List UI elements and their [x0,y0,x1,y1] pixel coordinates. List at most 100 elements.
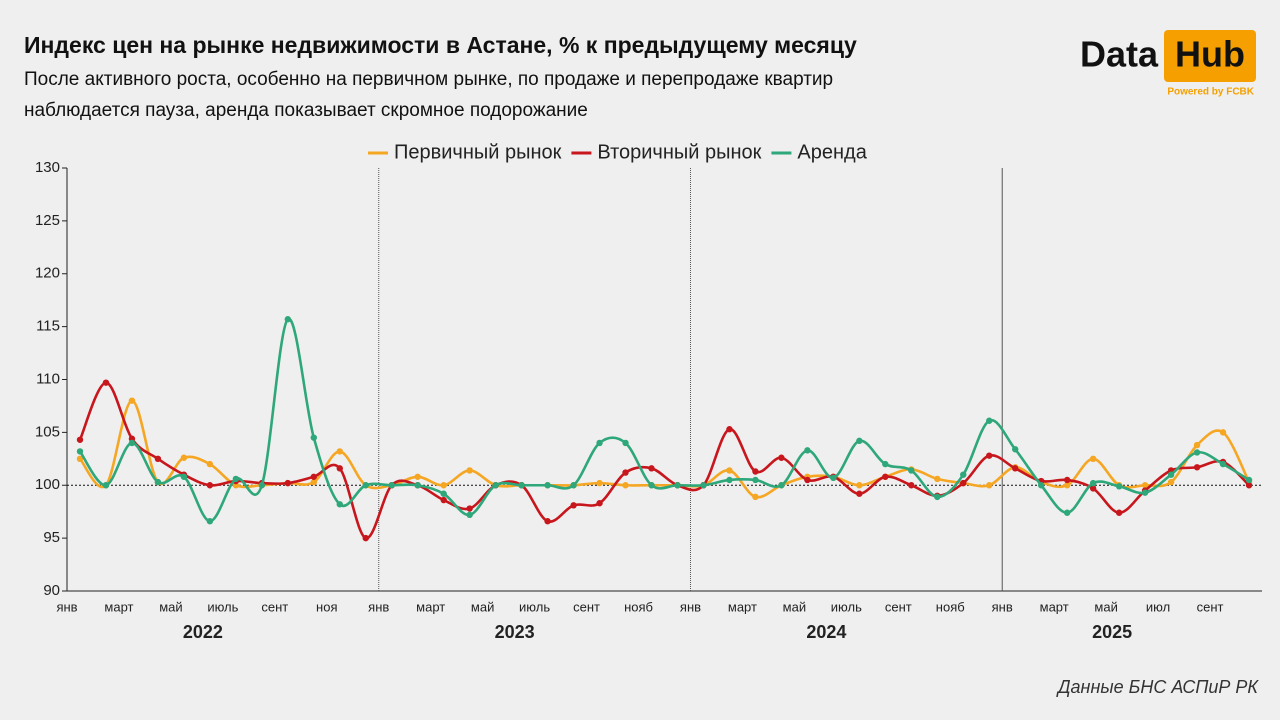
data-point [1245,482,1253,489]
data-point [206,460,214,468]
y-tick-label: 125 [35,212,60,229]
data-point [1089,485,1097,492]
data-point [128,397,136,404]
data-point [908,482,915,489]
data-point [1089,479,1097,487]
x-tick-label: сент [885,599,912,614]
data-point [1012,465,1019,472]
legend-label: Аренда [797,141,867,163]
year-label: 2024 [806,622,846,642]
legend-label: Вторичный рынок [597,141,761,163]
x-tick-label: май [1094,599,1117,614]
data-point [960,471,967,478]
logo-tagline: Powered by FCBK [1167,87,1254,98]
data-point [700,482,707,489]
data-point [1193,449,1201,456]
data-point [1141,482,1149,489]
data-point [622,482,629,489]
data-point [1245,476,1253,484]
data-point [336,465,343,472]
data-point [1063,476,1071,484]
data-point [466,467,473,474]
data-point [1115,509,1123,516]
data-point [154,455,162,463]
y-tick-label: 100 [35,476,60,493]
data-point [206,518,214,525]
data-point [752,468,759,475]
data-point [1063,509,1071,516]
data-point [1193,464,1201,471]
data-point [622,469,629,476]
data-point [1167,478,1175,486]
x-tick-label: ноя [316,599,337,614]
x-tick-label: июль [519,599,550,614]
data-point [986,452,993,459]
data-point [310,434,317,441]
data-point [76,455,84,463]
data-point [232,475,240,483]
y-tick-label: 105 [35,423,60,440]
data-point [1167,471,1175,478]
x-tick-label: март [416,599,445,614]
x-tick-label: янв [680,599,701,614]
data-point [908,467,915,474]
x-tick-label: май [471,599,494,614]
data-point [1141,489,1149,496]
x-tick-label: май [159,599,182,614]
data-point [336,448,343,455]
data-point [1115,483,1123,490]
data-point [1037,482,1045,489]
data-point [440,482,447,489]
data-point [414,473,421,480]
data-point [284,479,292,487]
y-tick-label: 120 [35,265,60,282]
data-point [258,482,266,489]
data-point [284,316,292,323]
x-tick-label: нояб [624,599,653,614]
y-tick-label: 130 [35,159,60,176]
data-point [414,482,421,489]
data-point [804,476,811,484]
x-tick-label: янв [56,599,77,614]
x-tick-label: май [783,599,806,614]
data-point [934,493,941,501]
year-label: 2023 [495,622,535,642]
data-point [596,439,603,447]
year-label: 2025 [1092,622,1132,642]
data-point [388,482,395,489]
y-tick-label: 95 [43,529,60,546]
data-point [440,490,447,497]
series-line [78,317,1250,523]
data-point [726,426,733,433]
data-point [804,447,811,454]
data-point [856,482,863,489]
data-point [752,476,759,484]
x-tick-label: сент [261,599,288,614]
data-point [544,518,551,525]
x-tick-label: март [104,599,133,614]
y-tick-label: 115 [36,318,60,335]
x-tick-label: июл [1146,599,1170,614]
data-point [778,482,785,489]
data-point [830,474,837,482]
source: Данные БНС АСПиР РК [1056,677,1260,697]
data-point [310,473,317,480]
data-point [856,490,863,497]
y-tick-label: 90 [43,582,60,599]
x-tick-label: март [1040,599,1069,614]
data-point [1012,446,1019,453]
data-point [1193,441,1201,449]
data-point [934,475,941,483]
x-tick-label: сент [573,599,600,614]
x-tick-label: март [728,599,757,614]
data-point [310,478,317,486]
data-point [440,496,447,504]
data-point [518,482,525,489]
data-point [1219,429,1227,436]
data-point [466,511,473,519]
x-tick-label: нояб [936,599,965,614]
data-point [180,473,188,480]
data-point [76,448,84,455]
